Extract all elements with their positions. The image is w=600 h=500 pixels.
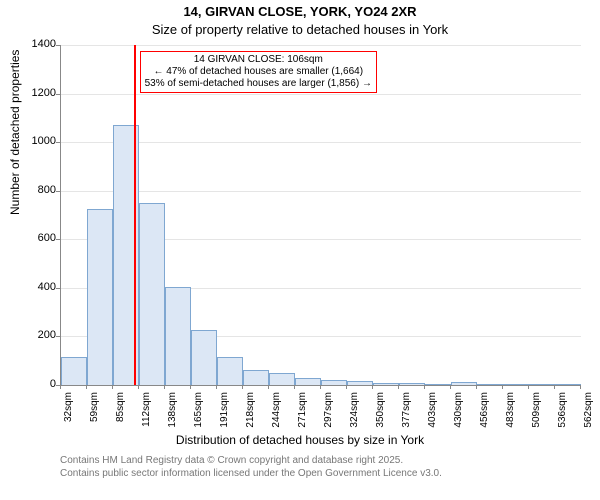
callout-line: 53% of semi-detached houses are larger (… xyxy=(145,78,372,90)
gridline xyxy=(61,94,581,95)
histogram-bar xyxy=(503,384,529,385)
plot-area: 14 GIRVAN CLOSE: 106sqm← 47% of detached… xyxy=(60,45,581,386)
histogram-bar xyxy=(139,203,165,385)
x-tick xyxy=(554,385,555,389)
x-axis-label: Distribution of detached houses by size … xyxy=(0,433,600,447)
x-tick xyxy=(60,385,61,389)
footer-line-2: Contains public sector information licen… xyxy=(60,468,442,479)
y-tick-label: 1400 xyxy=(6,38,56,50)
histogram-bar xyxy=(269,373,295,385)
x-tick xyxy=(528,385,529,389)
histogram-bar xyxy=(321,380,347,385)
x-tick xyxy=(268,385,269,389)
histogram-bar xyxy=(217,357,243,385)
x-tick xyxy=(86,385,87,389)
chart-container: 14, GIRVAN CLOSE, YORK, YO24 2XR Size of… xyxy=(0,0,600,500)
x-tick xyxy=(346,385,347,389)
footer-line-1: Contains HM Land Registry data © Crown c… xyxy=(60,455,403,466)
x-tick xyxy=(138,385,139,389)
x-tick xyxy=(216,385,217,389)
x-tick xyxy=(190,385,191,389)
y-tick-label: 800 xyxy=(6,184,56,196)
x-tick xyxy=(164,385,165,389)
x-tick xyxy=(294,385,295,389)
histogram-bar xyxy=(347,381,373,385)
x-tick xyxy=(112,385,113,389)
chart-subtitle: Size of property relative to detached ho… xyxy=(0,22,600,37)
histogram-bar xyxy=(477,384,503,385)
gridline xyxy=(61,45,581,46)
y-tick-label: 200 xyxy=(6,329,56,341)
histogram-bar xyxy=(87,209,113,385)
histogram-bar xyxy=(165,287,191,385)
x-tick xyxy=(580,385,581,389)
y-tick-label: 1000 xyxy=(6,135,56,147)
gridline xyxy=(61,142,581,143)
y-tick-label: 0 xyxy=(6,378,56,390)
histogram-bar xyxy=(191,330,217,385)
callout-line: ← 47% of detached houses are smaller (1,… xyxy=(145,66,372,78)
histogram-bar xyxy=(451,382,477,385)
x-tick xyxy=(424,385,425,389)
histogram-bar xyxy=(425,384,451,385)
callout-line: 14 GIRVAN CLOSE: 106sqm xyxy=(145,54,372,66)
x-tick xyxy=(450,385,451,389)
marker-line xyxy=(134,45,136,385)
histogram-bar xyxy=(373,383,399,385)
histogram-bar xyxy=(61,357,87,385)
y-tick-label: 400 xyxy=(6,281,56,293)
x-tick xyxy=(320,385,321,389)
chart-title: 14, GIRVAN CLOSE, YORK, YO24 2XR xyxy=(0,4,600,19)
histogram-bar xyxy=(295,378,321,385)
callout-box: 14 GIRVAN CLOSE: 106sqm← 47% of detached… xyxy=(140,51,377,93)
x-tick xyxy=(398,385,399,389)
x-tick xyxy=(242,385,243,389)
y-tick-label: 1200 xyxy=(6,87,56,99)
x-tick xyxy=(476,385,477,389)
x-tick xyxy=(372,385,373,389)
histogram-bar xyxy=(399,383,425,385)
histogram-bar xyxy=(555,384,581,385)
x-tick xyxy=(502,385,503,389)
gridline xyxy=(61,191,581,192)
histogram-bar xyxy=(529,384,555,385)
histogram-bar xyxy=(243,370,269,385)
y-tick-label: 600 xyxy=(6,232,56,244)
